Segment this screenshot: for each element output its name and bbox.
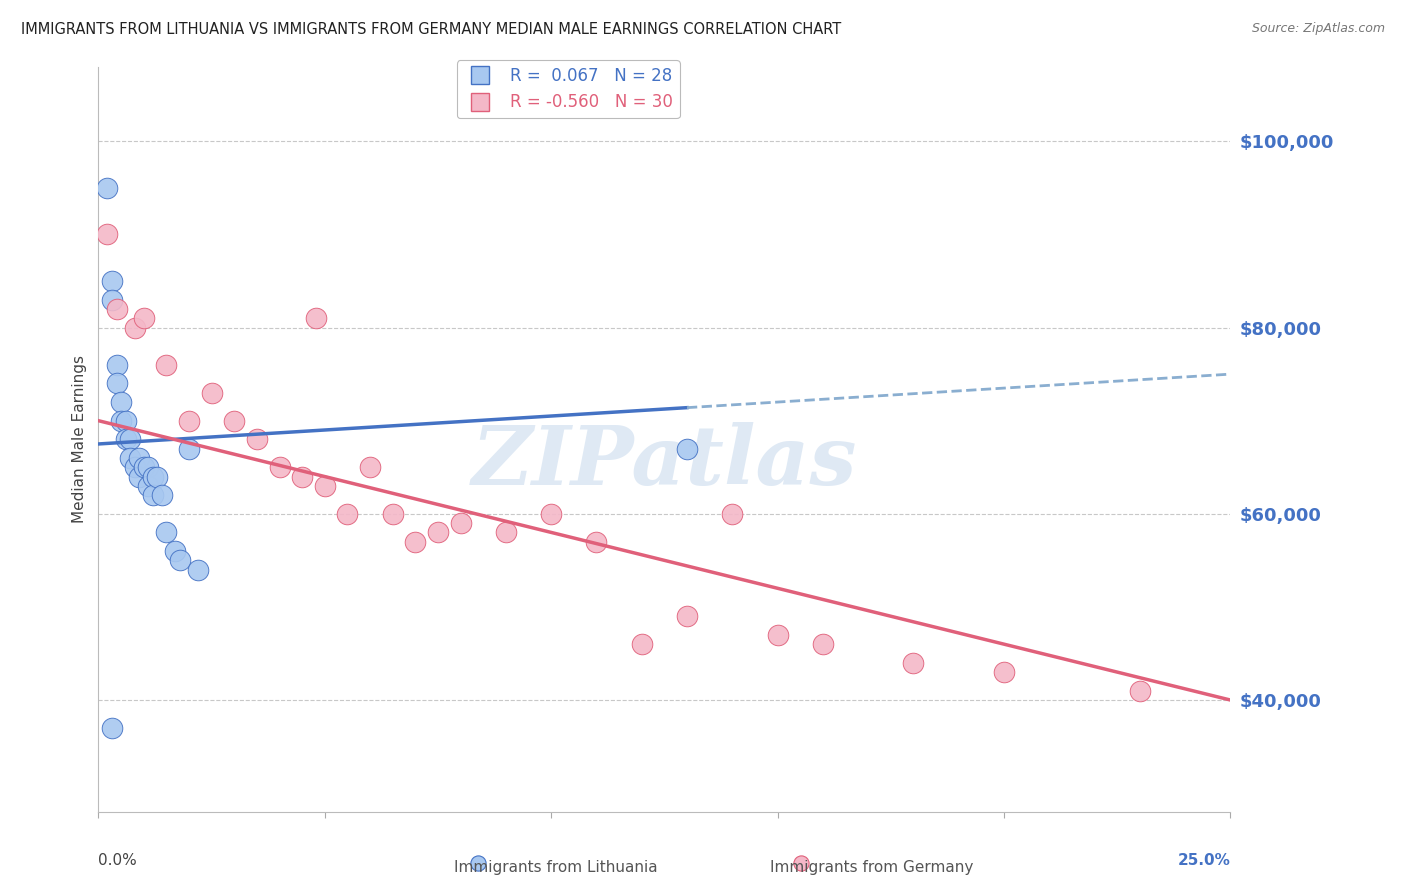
Point	[114, 433, 136, 447]
Point	[630, 637, 652, 651]
Point	[105, 376, 128, 391]
Text: Immigrants from Germany: Immigrants from Germany	[770, 860, 973, 874]
Point	[96, 181, 118, 195]
Point	[136, 479, 159, 493]
Point	[101, 293, 124, 307]
Point	[120, 433, 142, 447]
Point	[155, 358, 177, 372]
Point	[790, 856, 813, 871]
Point	[903, 656, 925, 670]
Point	[269, 460, 291, 475]
Text: ZIPatlas: ZIPatlas	[471, 422, 858, 501]
Y-axis label: Median Male Earnings: Median Male Earnings	[72, 355, 87, 524]
Point	[336, 507, 359, 521]
Point	[146, 469, 169, 483]
Point	[132, 311, 155, 326]
Point	[187, 563, 209, 577]
Point	[495, 525, 517, 540]
Point	[105, 301, 128, 316]
Point	[101, 721, 124, 735]
Point	[124, 460, 146, 475]
Point	[540, 507, 562, 521]
Point	[136, 460, 159, 475]
Point	[132, 460, 155, 475]
Point	[128, 450, 150, 465]
Text: 25.0%: 25.0%	[1177, 853, 1230, 868]
Point	[150, 488, 173, 502]
Point	[128, 469, 150, 483]
Point	[766, 628, 789, 642]
Point	[811, 637, 834, 651]
Text: Immigrants from Lithuania: Immigrants from Lithuania	[454, 860, 657, 874]
Point	[105, 358, 128, 372]
Point	[114, 414, 136, 428]
Point	[381, 507, 404, 521]
Point	[585, 534, 607, 549]
Point	[201, 385, 224, 400]
Legend: R =  0.067   N = 28, R = -0.560   N = 30: R = 0.067 N = 28, R = -0.560 N = 30	[457, 61, 679, 118]
Point	[246, 433, 269, 447]
Point	[101, 274, 124, 288]
Point	[676, 609, 699, 624]
Point	[110, 395, 132, 409]
Point	[142, 488, 165, 502]
Point	[993, 665, 1015, 679]
Point	[291, 469, 314, 483]
Point	[359, 460, 381, 475]
Point	[404, 534, 426, 549]
Point	[467, 856, 489, 871]
Point	[124, 320, 146, 334]
Text: Source: ZipAtlas.com: Source: ZipAtlas.com	[1251, 22, 1385, 36]
Point	[155, 525, 177, 540]
Point	[224, 414, 246, 428]
Point	[721, 507, 744, 521]
Point	[177, 442, 200, 456]
Point	[450, 516, 472, 530]
Point	[427, 525, 450, 540]
Point	[169, 553, 191, 567]
Point	[314, 479, 336, 493]
Point	[142, 469, 165, 483]
Text: IMMIGRANTS FROM LITHUANIA VS IMMIGRANTS FROM GERMANY MEDIAN MALE EARNINGS CORREL: IMMIGRANTS FROM LITHUANIA VS IMMIGRANTS …	[21, 22, 841, 37]
Point	[305, 311, 328, 326]
Point	[177, 414, 200, 428]
Point	[96, 227, 118, 242]
Point	[165, 544, 187, 558]
Point	[676, 442, 699, 456]
Text: 0.0%: 0.0%	[98, 853, 138, 868]
Point	[1129, 683, 1152, 698]
Point	[110, 414, 132, 428]
Point	[120, 450, 142, 465]
